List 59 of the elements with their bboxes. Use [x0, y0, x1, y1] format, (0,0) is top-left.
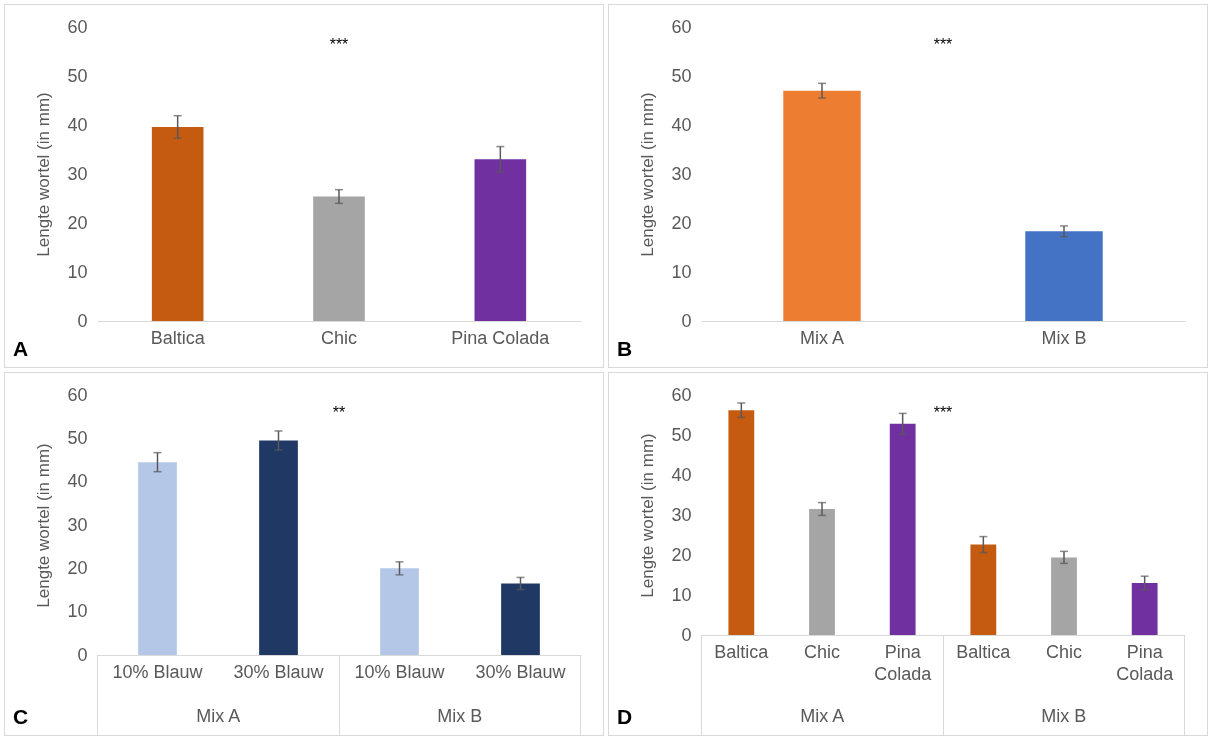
y-tick-label: 0 [681, 310, 692, 331]
y-tick-label: 50 [67, 65, 88, 86]
annotation: *** [933, 36, 953, 53]
y-tick-label: 0 [77, 310, 88, 331]
x-tick-label: Chic [320, 327, 358, 348]
x-tick-label: Baltica [714, 641, 770, 662]
x-tick-label: 30% Blauw [475, 661, 567, 682]
y-tick-label: 10 [67, 261, 88, 282]
y-tick-label: 50 [671, 424, 692, 445]
y-tick-label: 30 [67, 514, 88, 535]
text: Mix A [799, 706, 846, 727]
annotation: *** [329, 36, 349, 53]
x-tick-label: Baltica [150, 327, 206, 348]
x-tick-label: Mix A [799, 327, 845, 348]
y-axis-title: Lengte wortel (in mm) [638, 92, 658, 257]
y-tick-label: 30 [671, 163, 692, 184]
x-tick-label: 10% Blauw [112, 661, 204, 682]
y-tick-label: 30 [67, 163, 88, 184]
y-tick-label: 60 [67, 384, 88, 405]
y-axis-title: Lengte wortel (in mm) [34, 443, 54, 608]
y-tick-label: 20 [671, 212, 692, 233]
x-tick-label: Chic [803, 641, 841, 662]
text: B [617, 337, 633, 361]
y-tick-label: 10 [67, 601, 88, 622]
y-tick-label: 20 [67, 557, 88, 578]
text: Mix B [436, 706, 484, 727]
x-tick-label: Baltica [956, 641, 1012, 662]
y-tick-label: 50 [671, 65, 692, 86]
y-tick-label: 0 [77, 644, 88, 665]
y-tick-label: 60 [67, 16, 88, 37]
y-tick-label: 10 [671, 584, 692, 605]
y-axis-title: Lengte wortel (in mm) [34, 92, 54, 257]
y-tick-label: 40 [67, 471, 88, 492]
y-tick-label: 40 [671, 114, 692, 135]
y-tick-label: 10 [671, 261, 692, 282]
x-tick-label: 10% Blauw [354, 661, 446, 682]
y-tick-label: 60 [671, 384, 692, 405]
x-tick-label: Chic [1045, 641, 1083, 662]
text: C [13, 705, 29, 729]
y-tick-label: 40 [671, 464, 692, 485]
annotation: ** [332, 404, 346, 421]
text: Mix B [1040, 706, 1088, 727]
y-tick-label: 20 [67, 212, 88, 233]
annotation: *** [933, 404, 953, 421]
y-tick-label: 60 [671, 16, 692, 37]
y-tick-label: 40 [67, 114, 88, 135]
y-axis-title: Lengte wortel (in mm) [638, 433, 658, 598]
text: Mix A [195, 706, 242, 727]
y-tick-label: 20 [671, 544, 692, 565]
x-tick-label: 30% Blauw [233, 661, 325, 682]
y-tick-label: 0 [681, 624, 692, 645]
text: A [13, 337, 29, 361]
x-tick-label: Pina Colada [874, 641, 933, 684]
x-tick-label: Pina Colada [451, 327, 551, 348]
y-tick-label: 50 [67, 427, 88, 448]
y-tick-label: 30 [671, 504, 692, 525]
x-tick-label: Pina Colada [1116, 641, 1175, 684]
text: D [617, 705, 633, 729]
x-tick-label: Mix B [1041, 327, 1087, 348]
